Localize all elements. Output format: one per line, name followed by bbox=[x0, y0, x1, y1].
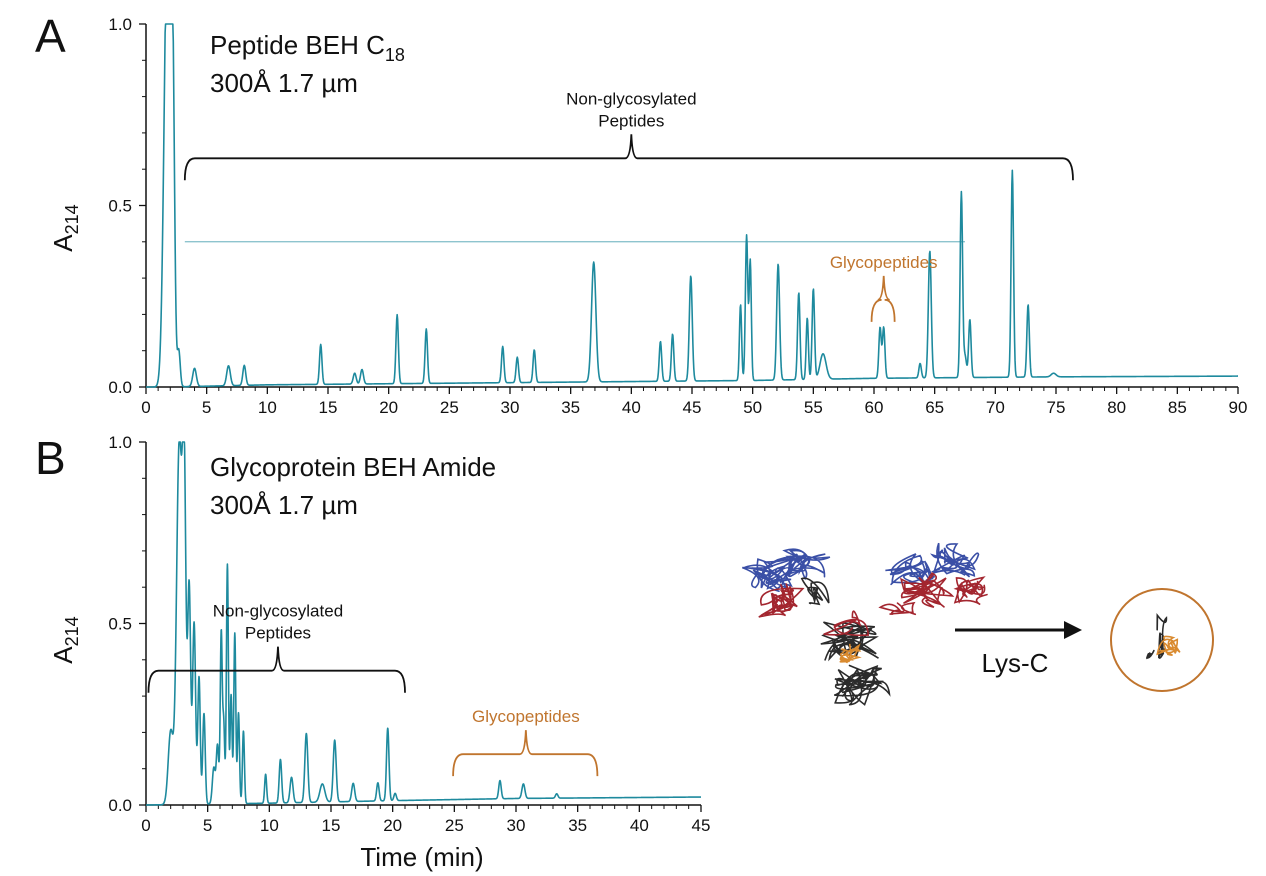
fc-domain-icon bbox=[820, 601, 917, 706]
fab-domain-left-icon bbox=[742, 548, 831, 618]
x-tick-label-a: 60 bbox=[865, 398, 884, 417]
annotation-bracket-b-1 bbox=[452, 730, 599, 777]
x-tick-label-a: 10 bbox=[258, 398, 277, 417]
ribbon-strand bbox=[1156, 635, 1181, 656]
x-tick-label-a: 25 bbox=[440, 398, 459, 417]
chart-title-b-line1: Glycoprotein BEH Amide bbox=[210, 452, 496, 482]
ribbon-strand bbox=[758, 583, 805, 618]
x-tick-label-a: 50 bbox=[743, 398, 762, 417]
ribbon-strand bbox=[839, 643, 862, 664]
y-axis-label-a-main: A bbox=[48, 234, 78, 252]
ribbon-strand bbox=[820, 620, 879, 662]
y-axis-label-b: A214 bbox=[48, 616, 82, 663]
ribbon-strand bbox=[878, 601, 917, 616]
x-tick-label-b: 0 bbox=[141, 816, 150, 835]
x-tick-label-a: 30 bbox=[501, 398, 520, 417]
y-tick-label-b: 0.5 bbox=[108, 615, 132, 634]
x-tick-label-a: 20 bbox=[379, 398, 398, 417]
annotation-text-b-0: Peptides bbox=[245, 624, 311, 643]
x-tick-label-b: 35 bbox=[568, 816, 587, 835]
x-tick-label-a: 55 bbox=[804, 398, 823, 417]
chart-title-b-line2: 300Å 1.7 µm bbox=[210, 490, 358, 520]
chromatogram-line-b bbox=[145, 441, 702, 806]
y-axis-label-b-sub: 214 bbox=[62, 616, 82, 646]
annotations-b: Non-glycosylated Peptides Glycopeptides bbox=[147, 602, 599, 777]
x-tick-label-a: 65 bbox=[925, 398, 944, 417]
x-tick-label-b: 45 bbox=[692, 816, 711, 835]
ribbon-strand bbox=[1156, 612, 1168, 659]
y-tick-label-a: 0.5 bbox=[108, 197, 132, 216]
plot-area-b bbox=[145, 441, 702, 806]
y-axis-label-a: A214 bbox=[48, 204, 82, 251]
arrow-label: Lys-C bbox=[982, 648, 1049, 678]
panel-a: A A214 Peptide BEH C18 300Å 1.7 µm 0 5 10 1… bbox=[35, 10, 1247, 417]
x-tick-label-a: 80 bbox=[1107, 398, 1126, 417]
y-tick-label-b: 0.0 bbox=[108, 796, 132, 815]
x-tick-label-a: 35 bbox=[561, 398, 580, 417]
x-tick-label-b: 20 bbox=[383, 816, 402, 835]
annotation-bracket-a-1 bbox=[870, 275, 896, 322]
chart-title-a-line2: 300Å 1.7 µm bbox=[210, 68, 358, 98]
ribbon-strand bbox=[782, 548, 831, 581]
x-tick-label-a: 40 bbox=[622, 398, 641, 417]
x-tick-label-b: 30 bbox=[507, 816, 526, 835]
x-tick-label-a: 15 bbox=[319, 398, 338, 417]
x-tick-label-a: 0 bbox=[141, 398, 150, 417]
annotation-text-b-1: Glycopeptides bbox=[472, 707, 580, 726]
chart-title-a-line1: Peptide BEH C18 bbox=[210, 30, 405, 65]
protein-inset: Lys-C bbox=[742, 542, 1214, 706]
digestion-arrow-icon bbox=[955, 621, 1082, 639]
x-tick-label-a: 45 bbox=[683, 398, 702, 417]
x-tick-label-a: 90 bbox=[1229, 398, 1248, 417]
ribbon-strand bbox=[885, 553, 936, 587]
y-axis-label-b-main: A bbox=[48, 646, 78, 664]
x-tick-label-b: 10 bbox=[260, 816, 279, 835]
x-tick-label-b: 25 bbox=[445, 816, 464, 835]
x-tick-label-b: 5 bbox=[203, 816, 212, 835]
x-tick-label-a: 70 bbox=[986, 398, 1005, 417]
chromatogram-line-a bbox=[145, 23, 1239, 388]
glycopeptide-fragment-icon bbox=[1145, 612, 1181, 660]
annotation-text-a-1: Glycopeptides bbox=[830, 253, 938, 272]
chart-title-a-sub: 18 bbox=[385, 45, 405, 65]
y-tick-label-b: 1.0 bbox=[108, 433, 132, 452]
ribbon-strand bbox=[833, 664, 891, 706]
x-tick-label-a: 5 bbox=[202, 398, 211, 417]
ribbon-strand bbox=[742, 555, 797, 592]
chart-title-a-main: Peptide BEH C bbox=[210, 30, 385, 60]
panel-label-b: B bbox=[35, 432, 66, 484]
annotation-bracket-b-0 bbox=[147, 646, 406, 693]
ribbon-strand bbox=[900, 572, 955, 608]
axes-b: 0 5 10 15 20 25 30 35 40 45 0.0 0.5 1.0 bbox=[108, 433, 710, 835]
y-tick-label-a: 1.0 bbox=[108, 15, 132, 34]
ribbon-strand bbox=[1145, 649, 1155, 660]
x-tick-label-b: 40 bbox=[630, 816, 649, 835]
panel-b: B A214 Glycoprotein BEH Amide 300Å 1.7 µ… bbox=[35, 432, 710, 872]
annotation-bracket-a-0 bbox=[183, 134, 1074, 181]
x-tick-label-a: 75 bbox=[1047, 398, 1066, 417]
panel-label-a: A bbox=[35, 10, 66, 62]
annotation-text-b-0: Non-glycosylated bbox=[213, 602, 343, 621]
plot-area-a bbox=[145, 23, 1239, 388]
x-tick-label-b: 15 bbox=[322, 816, 341, 835]
ribbon-strand bbox=[800, 577, 830, 606]
x-axis-label-b: Time (min) bbox=[360, 842, 483, 872]
annotation-text-a-0: Non-glycosylated bbox=[566, 89, 696, 108]
y-tick-label-a: 0.0 bbox=[108, 378, 132, 397]
axes-a: 0 5 10 15 20 25 30 35 40 45 50 55 60 65 70 75 80 85 90 0.0 0… bbox=[108, 15, 1247, 417]
annotation-text-a-0: Peptides bbox=[598, 111, 664, 130]
y-axis-label-a-sub: 214 bbox=[62, 204, 82, 234]
x-tick-label-a: 85 bbox=[1168, 398, 1187, 417]
ribbon-strand bbox=[953, 576, 988, 606]
annotations-a: Non-glycosylated Peptides Glycopeptides bbox=[183, 89, 1074, 322]
glycopeptide-circle-icon bbox=[1110, 588, 1214, 692]
fab-domain-right-icon bbox=[885, 542, 988, 608]
ribbon-strand bbox=[823, 610, 870, 637]
ribbon-strand bbox=[929, 542, 980, 578]
